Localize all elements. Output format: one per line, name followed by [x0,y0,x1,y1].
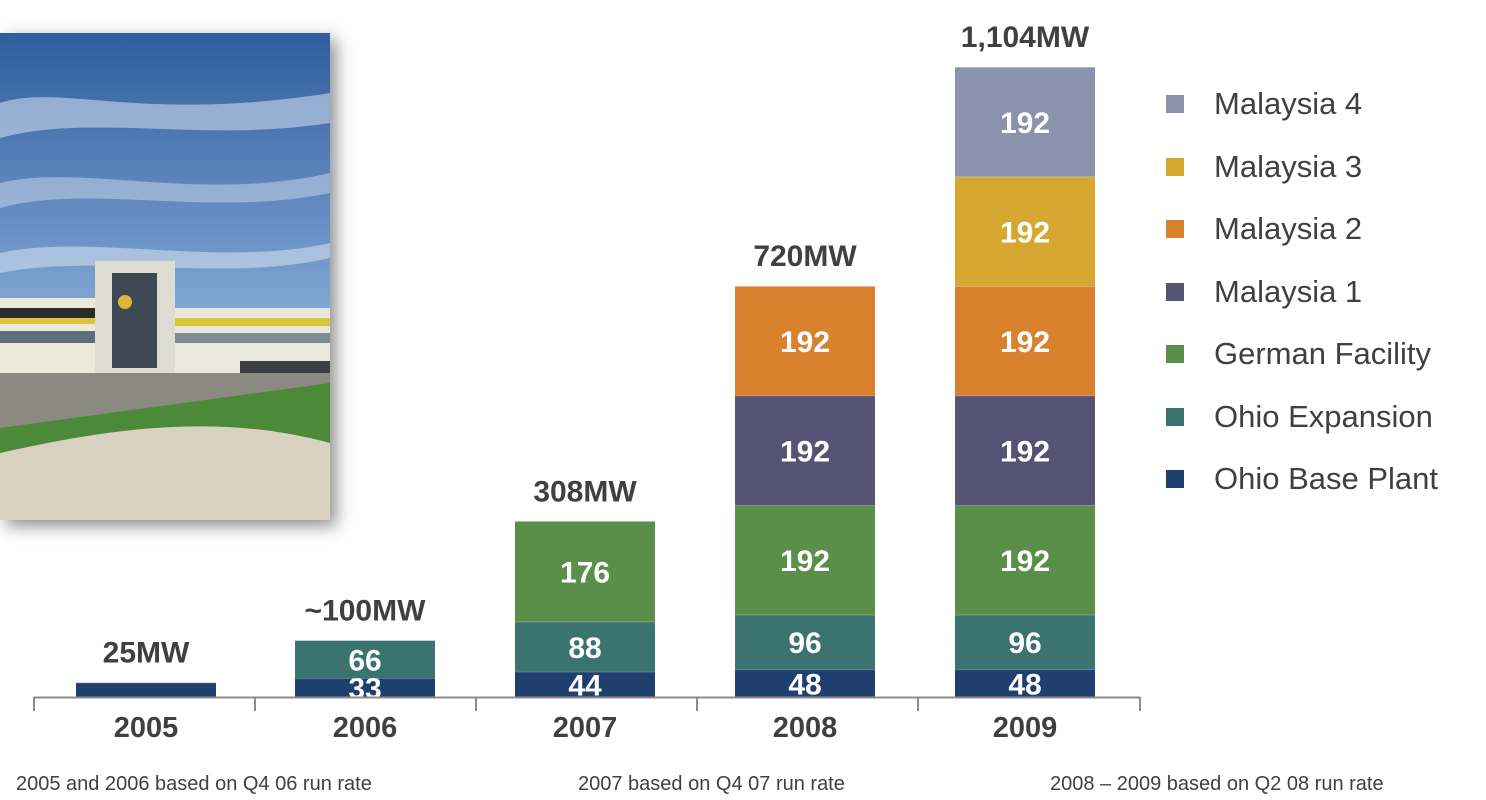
bar-segment [955,395,1095,506]
x-tick-label: 2008 [773,712,838,744]
x-tick-label: 2006 [333,712,398,744]
legend-swatch [1166,407,1184,426]
legend-label: German Facility [1214,336,1432,372]
segment-value-label: 192 [780,545,830,578]
bar-segment [955,176,1095,287]
bar-segment [735,395,875,506]
bar-total-label: 720MW [753,240,857,273]
segment-value-label: 48 [1008,668,1041,701]
bar-segment [515,621,655,672]
segment-value-label: 192 [1000,545,1050,578]
legend-label: Ohio Base Plant [1214,461,1439,497]
segment-value-label: 88 [568,632,601,665]
bar-segment [735,286,875,396]
x-tick-label: 2009 [993,712,1058,744]
segment-value-label: 66 [348,644,381,677]
legend-label: Malaysia 2 [1214,211,1363,247]
legend-swatch [1166,220,1184,239]
bar-segment [735,505,875,615]
legend-swatch [1166,470,1184,489]
footnote-2005-2006: 2005 and 2006 based on Q4 06 run rate [16,773,372,795]
x-tick-label: 2005 [114,712,179,744]
segment-value-label: 192 [1000,216,1050,249]
segment-value-label: 192 [1000,326,1050,359]
bar-segment [515,671,655,697]
bar-segment [295,640,435,679]
bar-segment [955,614,1095,670]
segment-value-label: 192 [780,436,830,469]
factory-photo [0,33,330,520]
bar-segment [515,521,655,622]
legend-item: Ohio Base Plant [1166,448,1438,511]
bar-segment [955,505,1095,615]
bar-segment [76,682,216,697]
legend-swatch [1166,282,1184,301]
x-tick-label: 2007 [553,712,618,744]
segment-value-label: 96 [1008,627,1041,660]
bar-segment [955,67,1095,177]
legend-label: Malaysia 1 [1214,273,1363,309]
legend-swatch [1166,157,1184,176]
bar-segment [295,678,435,697]
segment-value-label: 176 [560,556,610,589]
legend-item: Malaysia 2 [1166,198,1438,261]
segment-value-label: 96 [788,627,821,660]
legend-label: Malaysia 4 [1214,86,1363,122]
segment-value-label: 192 [1000,107,1050,140]
bar-total-label: 308MW [533,475,637,508]
footnote-2008-2009: 2008 – 2009 based on Q2 08 run rate [1050,773,1384,795]
bar-total-label: 1,104MW [961,21,1090,54]
bar-total-label: ~100MW [305,595,427,628]
legend-item: Ohio Expansion [1166,386,1438,449]
legend-swatch [1166,95,1184,114]
bar-segment [735,614,875,670]
legend-item: Malaysia 3 [1166,136,1438,199]
factory-building-icon [0,33,330,520]
segment-value-label: 192 [1000,436,1050,469]
bar-segment [735,669,875,697]
legend-swatch [1166,345,1184,364]
legend-item: Malaysia 1 [1166,261,1438,324]
chart-legend: Malaysia 4 Malaysia 3 Malaysia 2 Malaysia 1… [1166,73,1438,511]
segment-value-label: 192 [780,326,830,359]
legend-label: Malaysia 3 [1214,148,1363,184]
legend-item: Malaysia 4 [1166,73,1438,136]
bar-segment [955,286,1095,396]
legend-item: German Facility [1166,323,1438,386]
legend-label: Ohio Expansion [1214,398,1433,434]
footnote-2007: 2007 based on Q4 07 run rate [578,773,845,795]
bar-total-label: 25MW [103,637,190,670]
bar-segment [955,669,1095,697]
segment-value-label: 48 [788,668,821,701]
